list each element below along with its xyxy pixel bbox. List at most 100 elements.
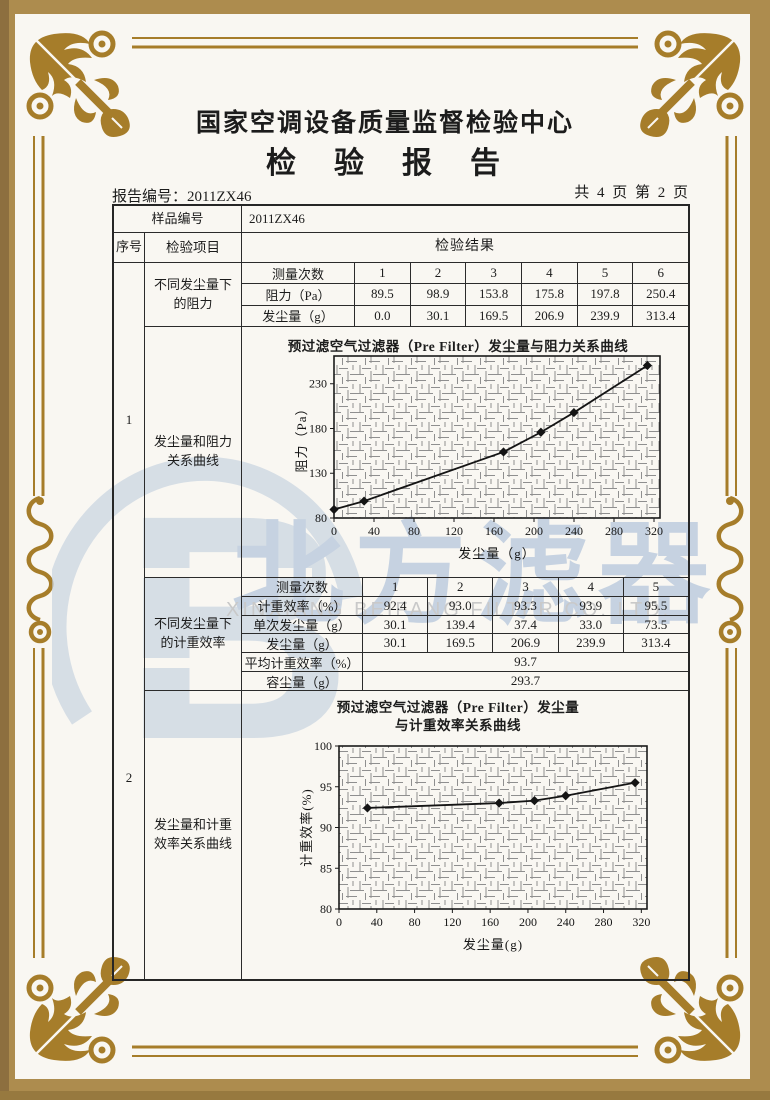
svg-text:阻力（Pa）: 阻力（Pa） — [294, 401, 309, 472]
value-cell: 1 — [354, 263, 410, 284]
value-cell: 89.5 — [354, 284, 410, 305]
svg-text:160: 160 — [481, 915, 499, 929]
svg-text:280: 280 — [595, 915, 613, 929]
table-row: 容尘量（g） 293.7 — [242, 672, 688, 691]
svg-text:0: 0 — [331, 524, 337, 538]
svg-text:发尘量(g): 发尘量(g) — [463, 937, 523, 952]
value-cell: 98.9 — [409, 284, 466, 305]
svg-text:发尘量（g）: 发尘量（g） — [458, 546, 536, 561]
value-cell: 250.4 — [632, 284, 688, 305]
svg-text:320: 320 — [632, 915, 650, 929]
value-cell: 93.0 — [427, 596, 492, 615]
row-label: 发尘量（g） — [266, 636, 338, 652]
value-cell: 4 — [521, 263, 577, 284]
row-label: 测量次数 — [275, 580, 328, 596]
chart2-title-line1: 预过滤空气过滤器（Pre Filter）发尘量 — [336, 700, 580, 715]
chart2-title-line2: 与计重效率关系曲线 — [395, 718, 521, 733]
table-row: 测量次数 1 2 3 4 5 — [242, 578, 688, 597]
merged-value-cell: 93.7 — [362, 653, 688, 672]
value-cell: 4 — [557, 578, 623, 596]
svg-text:240: 240 — [557, 915, 575, 929]
svg-text:200: 200 — [519, 915, 537, 929]
svg-text:160: 160 — [485, 524, 503, 538]
svg-text:40: 40 — [368, 524, 380, 538]
row1-item-resistance: 不同发尘量下的阻力 — [145, 263, 242, 327]
row-label: 测量次数 — [271, 266, 324, 282]
column-header-item: 检验项目 — [145, 233, 242, 263]
svg-text:240: 240 — [565, 524, 583, 538]
page-edge-shadow — [0, 0, 9, 1100]
merged-value-cell: 293.7 — [362, 672, 688, 690]
svg-text:0: 0 — [336, 915, 342, 929]
table-row: 计重效率（%） 92.4 93.0 93.3 93.9 95.5 — [242, 596, 688, 616]
value-cell: 175.8 — [521, 284, 577, 305]
svg-text:320: 320 — [645, 524, 663, 538]
value-cell: 92.4 — [362, 596, 427, 615]
column-header-result: 检验结果 — [242, 233, 688, 263]
value-cell: 30.1 — [362, 615, 427, 634]
value-cell: 169.5 — [465, 305, 521, 326]
svg-text:130: 130 — [309, 466, 327, 480]
resistance-chart: 0 40 80 120 160 200 240 280 320 80 130 180 230 阻力（Pa）… — [242, 327, 688, 578]
row2-seq: 2 — [114, 578, 145, 979]
value-cell: 73.5 — [622, 615, 688, 634]
row-label: 容尘量（g） — [266, 674, 338, 690]
value-cell: 6 — [632, 263, 688, 284]
value-cell: 3 — [465, 263, 521, 284]
svg-text:90: 90 — [320, 821, 332, 835]
svg-text:80: 80 — [320, 902, 332, 916]
value-cell: 239.9 — [576, 305, 633, 326]
table-row: 单次发尘量（g） 30.1 139.4 37.4 33.0 73.5 — [242, 615, 688, 635]
page-indicator: 共 4 页 第 2 页 — [574, 185, 690, 201]
value-cell: 139.4 — [427, 615, 492, 634]
row-label: 平均计重效率（%） — [244, 655, 360, 671]
table-row: 平均计重效率（%） 93.7 — [242, 653, 688, 673]
svg-text:100: 100 — [314, 739, 332, 753]
value-cell: 313.4 — [622, 634, 688, 653]
value-cell: 5 — [576, 263, 633, 284]
svg-text:120: 120 — [443, 915, 461, 929]
row-label: 单次发尘量（g） — [253, 618, 351, 634]
report-title: 检 验 报 告 — [266, 147, 504, 180]
svg-text:40: 40 — [371, 915, 383, 929]
value-cell: 30.1 — [409, 305, 466, 326]
value-cell: 313.4 — [632, 305, 688, 326]
value-cell: 37.4 — [492, 615, 557, 634]
svg-text:120: 120 — [445, 524, 463, 538]
value-cell: 3 — [492, 578, 557, 596]
efficiency-chart: 0 40 80 120 160 200 240 280 320 80 85 90 95 100 计重效率(%… — [242, 691, 688, 979]
resistance-measurements-table: 测量次数 1 2 3 4 5 6 阻力（Pa） 89.5 98.9 153.8 175.8 197.8 2… — [242, 263, 688, 327]
value-cell: 30.1 — [362, 634, 427, 653]
row2-item-curve: 发尘量和计重效率关系曲线 — [145, 691, 242, 979]
svg-text:80: 80 — [409, 915, 421, 929]
svg-text:80: 80 — [408, 524, 420, 538]
value-cell: 197.8 — [576, 284, 633, 305]
value-cell: 239.9 — [557, 634, 623, 653]
value-cell: 153.8 — [465, 284, 521, 305]
report-number: 报告编号：2011ZX46 — [112, 189, 252, 205]
row1-seq: 1 — [114, 263, 145, 578]
value-cell: 2 — [409, 263, 466, 284]
svg-text:180: 180 — [309, 421, 327, 435]
value-cell: 95.5 — [622, 596, 688, 615]
table-row: 发尘量（g） 30.1 169.5 206.9 239.9 313.4 — [242, 634, 688, 654]
value-cell: 206.9 — [492, 634, 557, 653]
table-row: 阻力（Pa） 89.5 98.9 153.8 175.8 197.8 250.4 — [242, 284, 688, 306]
watermark-chinese-text: 北方滤器 — [232, 512, 720, 637]
svg-text:200: 200 — [525, 524, 543, 538]
table-row: 发尘量（g） 0.0 30.1 169.5 206.9 239.9 313.4 — [242, 305, 688, 327]
value-cell: 169.5 — [427, 634, 492, 653]
watermark-logo: B — [42, 408, 372, 806]
svg-text:95: 95 — [320, 780, 332, 794]
row-label: 阻力（Pa） — [265, 287, 331, 303]
value-cell: 206.9 — [521, 305, 577, 326]
column-header-seq: 序号 — [114, 233, 145, 263]
row-label: 发尘量（g） — [262, 309, 334, 325]
value-cell: 0.0 — [354, 305, 410, 326]
org-name: 国家空调设备质量监督检验中心 — [195, 109, 574, 137]
svg-text:85: 85 — [320, 861, 332, 875]
row1-item-curve: 发尘量和阻力关系曲线 — [145, 327, 242, 578]
value-cell: 5 — [622, 578, 688, 596]
